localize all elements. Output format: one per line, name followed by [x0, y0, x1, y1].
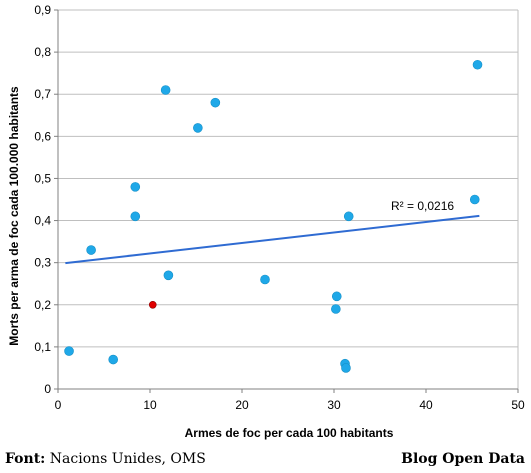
tick-labels: 0 0,1 0,2 0,3 0,4 0,5 0,6 0,7 0,8 0,9 0 10 20 30 40 50: [34, 3, 525, 412]
data-point: [472, 59, 483, 70]
x-tick-label: 40: [419, 398, 433, 412]
data-point: [130, 182, 141, 192]
data-point: [469, 194, 480, 205]
data-point: [108, 354, 118, 365]
highlighted-data-point: [148, 300, 157, 309]
scatter-chart: 00,10,20,30,40,50,60,70,80,90 10 20 30 40 50 …: [7, 3, 525, 440]
y-axis-title: Morts per arma de foc cada 100.000 habit…: [7, 86, 21, 346]
x-tick-label: 10: [143, 398, 157, 412]
x-tick-label: 30: [327, 398, 341, 412]
y-tick-label: 0,3: [34, 256, 51, 270]
x-tick-label: 20: [235, 398, 249, 412]
data-point: [260, 274, 270, 285]
source-label: Font:: [5, 451, 46, 467]
data-point: [64, 346, 74, 356]
data-points: [64, 59, 483, 373]
credit-footer: Blog Open Data: [401, 451, 525, 467]
x-tick-label: 50: [511, 398, 525, 412]
y-tick-label: 0,4: [34, 214, 51, 228]
source-footer: Font: Nacions Unides, OMS: [5, 451, 206, 467]
y-tick-label: 0,7: [34, 87, 51, 101]
data-point: [163, 270, 174, 281]
data-point: [343, 211, 354, 222]
y-tick-label: 0,5: [34, 171, 51, 185]
data-point: [341, 363, 351, 373]
x-tick-label: 0: [55, 398, 62, 412]
trendline: [65, 214, 480, 265]
y-tick-label: 0: [44, 382, 51, 396]
data-point: [160, 85, 171, 95]
x-axis-title: Armes de foc per cada 100 habitants: [185, 426, 394, 440]
data-point: [331, 291, 342, 302]
data-point: [210, 97, 221, 108]
r-squared-label: R² = 0,0216: [391, 199, 454, 213]
y-tick-label: 0,2: [34, 298, 51, 312]
data-point: [193, 123, 203, 133]
y-tick-label: 0,9: [34, 3, 51, 17]
data-point: [86, 245, 96, 255]
source-text: Nacions Unides, OMS: [45, 451, 206, 467]
data-point: [130, 211, 141, 222]
data-point: [331, 304, 341, 314]
y-tick-label: 0,8: [34, 45, 51, 59]
y-tick-label: 0,1: [34, 340, 51, 354]
y-tick-label: 0,6: [34, 129, 51, 143]
